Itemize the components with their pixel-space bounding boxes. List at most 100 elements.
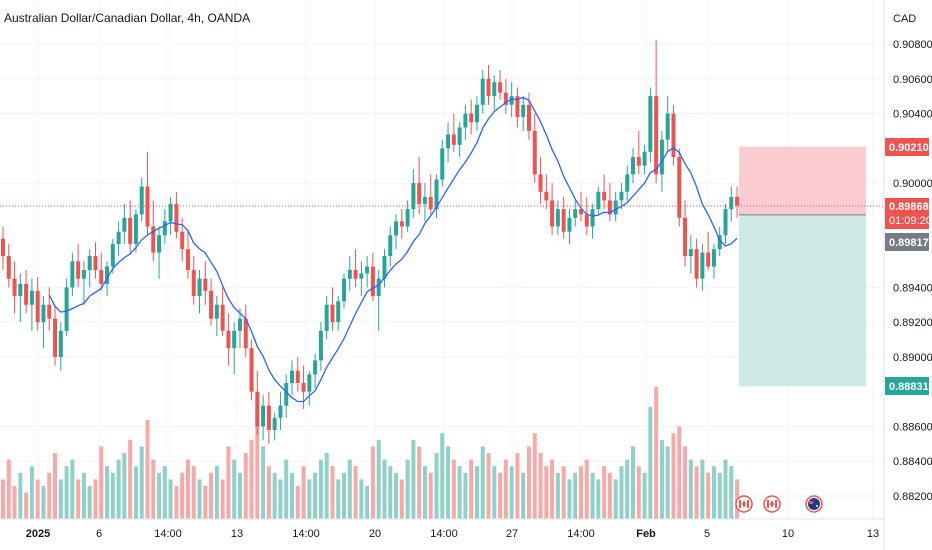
candle	[197, 270, 202, 314]
volume-bar	[654, 387, 659, 519]
candle	[729, 186, 734, 222]
candle-body	[498, 82, 503, 93]
volume-bar	[243, 453, 248, 519]
candle-body	[428, 196, 433, 210]
candle-body	[654, 96, 659, 175]
volume-bar	[451, 459, 456, 519]
candle-body	[110, 243, 115, 267]
price-tick-label: 0.88400	[893, 456, 932, 468]
candle-body	[492, 82, 497, 97]
take-profit-zone[interactable]	[739, 214, 866, 387]
volume-bar	[145, 420, 150, 519]
volume-bar	[93, 479, 98, 519]
stop-loss-zone[interactable]	[739, 146, 866, 215]
candle-body	[677, 157, 682, 218]
volume-bar	[584, 459, 589, 519]
volume-bar	[625, 459, 630, 519]
time-tick-label: 14:00	[292, 528, 320, 540]
candle-body	[625, 174, 630, 192]
canada-flag-icon[interactable]	[735, 495, 753, 513]
candle	[301, 365, 306, 410]
volume-bar	[388, 466, 393, 519]
candle-body	[76, 261, 81, 279]
candle-body	[642, 151, 647, 166]
candle-body	[122, 217, 127, 232]
candle-body	[197, 278, 202, 297]
volume-bar	[613, 479, 618, 519]
candle-body	[35, 290, 40, 323]
volume-bar	[474, 466, 479, 519]
candle-body	[168, 203, 173, 222]
candle	[376, 270, 381, 331]
candle-body	[53, 318, 58, 357]
volume-bar	[162, 466, 167, 519]
candle-body	[41, 304, 46, 323]
event-icons[interactable]	[735, 495, 823, 513]
volume-bar	[480, 446, 485, 519]
time-axis-ticks[interactable]: 2025 6 14:00 13 14:00 20 14:00 27 14:00 Feb 5 10 13	[26, 528, 879, 540]
australia-flag-icon[interactable]	[805, 495, 823, 513]
candle-body	[417, 183, 422, 204]
volume-bar	[29, 466, 34, 519]
time-tick-label: 10	[782, 528, 794, 540]
volume-bar	[631, 446, 636, 519]
volume-bar	[434, 453, 439, 519]
volume-bar	[249, 439, 254, 519]
candle	[688, 235, 693, 274]
candle	[191, 256, 196, 305]
volume-bar	[498, 472, 503, 519]
volume-bar	[417, 446, 422, 519]
candle-body	[463, 113, 468, 128]
volume-bar	[18, 472, 23, 519]
candle-body	[532, 130, 537, 175]
volume-bar	[509, 466, 514, 519]
candle	[602, 174, 607, 210]
candle-body	[318, 330, 323, 361]
candle	[1, 226, 5, 270]
volume-bar	[174, 486, 179, 519]
candle	[567, 209, 572, 244]
position-zones[interactable]	[739, 146, 866, 387]
time-tick-label: 14:00	[430, 528, 458, 540]
price-axis-ticks[interactable]: 0.90800 0.90600 0.90400 0.90000 0.89400 0.892…	[893, 39, 932, 503]
volume-bar	[723, 459, 728, 519]
candle	[584, 196, 589, 236]
volume-bar	[607, 472, 612, 519]
candle	[128, 200, 133, 253]
candle	[318, 322, 323, 371]
volume-bar	[602, 466, 607, 519]
volume-bar	[70, 459, 75, 519]
candle-body	[717, 235, 722, 250]
volume-bar	[405, 459, 410, 519]
volume-bar	[688, 459, 693, 519]
price-tick-label: 0.89200	[893, 317, 932, 329]
candle-body	[232, 330, 237, 349]
volume-bar	[151, 459, 156, 519]
volume-bar	[209, 472, 214, 519]
price-tick-label: 0.90600	[893, 74, 932, 86]
candle-body	[457, 127, 462, 145]
volume-bar	[272, 472, 277, 519]
candle	[417, 157, 422, 215]
candle	[87, 249, 92, 288]
candle-body	[446, 134, 451, 149]
time-tick-label: 13	[231, 528, 243, 540]
candle	[116, 221, 121, 257]
volume-bar	[203, 486, 208, 519]
candle	[295, 356, 300, 392]
candle-body	[706, 252, 711, 267]
stop-loss-price: 0.90210	[889, 142, 929, 154]
volume-bar	[659, 439, 664, 519]
candle	[272, 412, 277, 441]
candle-body	[226, 330, 231, 349]
candle	[382, 249, 387, 288]
take-profit-price: 0.88831	[889, 381, 929, 393]
canada-flag-icon[interactable]	[763, 495, 781, 513]
candle	[29, 278, 34, 331]
volume-bar	[555, 472, 560, 519]
candle	[579, 191, 583, 222]
candle	[486, 64, 491, 105]
candle-body	[382, 256, 387, 279]
candle-body	[683, 217, 688, 257]
